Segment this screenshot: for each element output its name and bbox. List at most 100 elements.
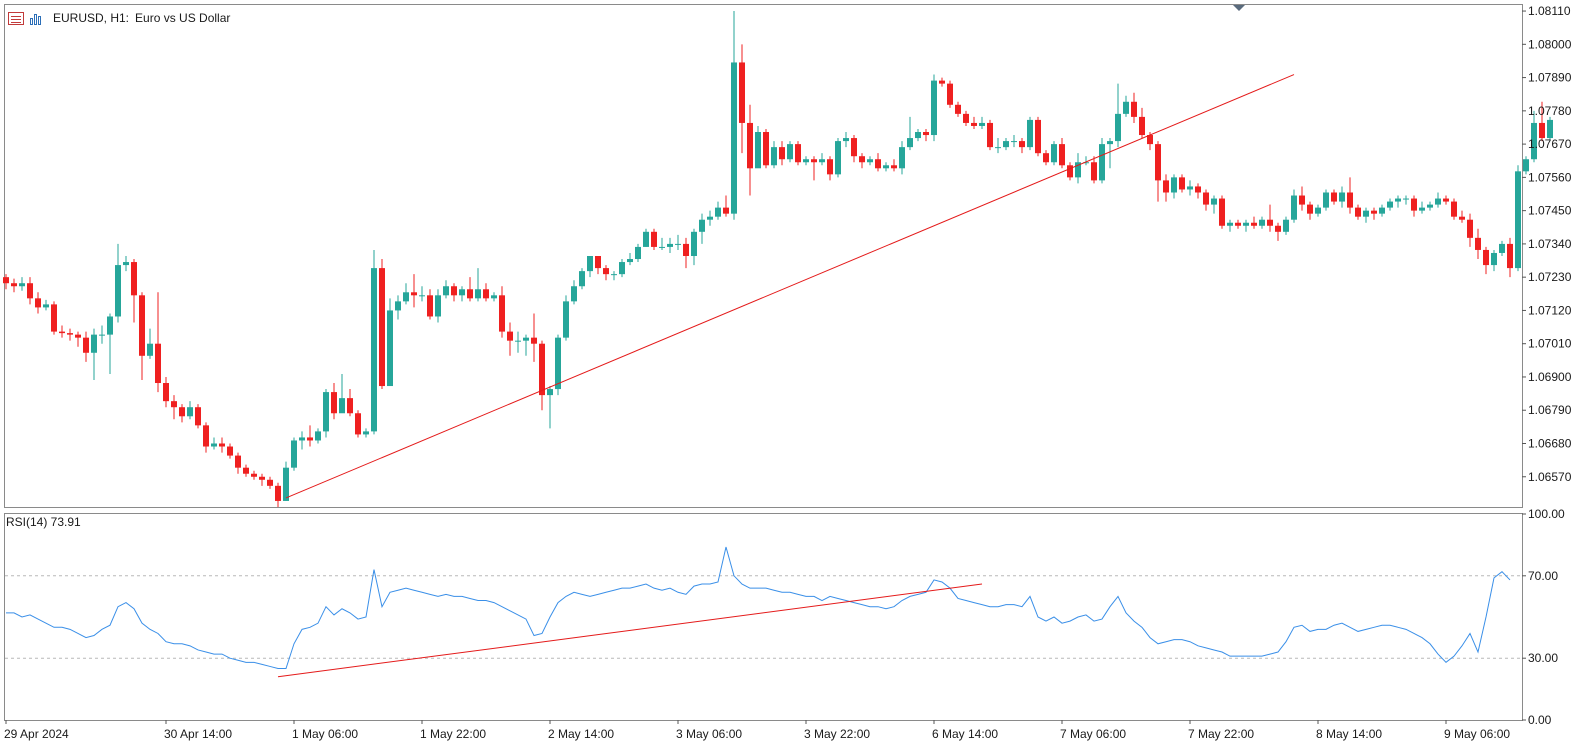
candle — [1459, 210, 1465, 223]
candle — [787, 141, 793, 163]
candle-body-bull — [899, 147, 905, 169]
candle-body-bull — [1187, 186, 1193, 190]
price-tick-label: 1.07010 — [1528, 337, 1572, 351]
time-tick-label: 7 May 22:00 — [1188, 727, 1254, 741]
candle — [819, 153, 825, 166]
candle-body-bull — [563, 301, 569, 338]
candle — [1291, 189, 1297, 223]
candle-body-bear — [35, 298, 41, 308]
candle-body-bull — [835, 141, 841, 175]
candle — [1283, 216, 1289, 235]
candle — [1499, 240, 1505, 256]
candle — [963, 110, 969, 126]
candle-body-bear — [795, 144, 801, 163]
candle-body-bull — [579, 271, 585, 287]
candle-body-bull — [115, 265, 121, 317]
chart-properties-icon[interactable] — [30, 12, 47, 25]
candle-body-bull — [387, 310, 393, 387]
candle-body-bull — [1011, 141, 1017, 143]
candle — [1235, 219, 1241, 229]
candle-body-bear — [1347, 192, 1353, 208]
candle — [147, 328, 153, 359]
candle — [451, 283, 457, 302]
candle-body-bull — [99, 334, 105, 336]
price-tick-label: 1.08000 — [1528, 37, 1572, 51]
candle-body-bear — [307, 437, 313, 441]
candle-body-bear — [75, 334, 81, 338]
candle-body-bear — [1235, 222, 1241, 226]
scroll-marker-icon[interactable] — [1233, 5, 1245, 11]
candle-body-bull — [667, 243, 673, 247]
candle — [1163, 174, 1169, 202]
time-tick-label: 3 May 22:00 — [804, 727, 870, 741]
candle-body-bull — [659, 246, 665, 248]
candle-body-bear — [1307, 204, 1313, 214]
price-trendline[interactable] — [285, 74, 1295, 499]
candle-body-bear — [139, 295, 145, 356]
rsi-trendline[interactable] — [277, 583, 983, 678]
candle — [43, 299, 49, 311]
candle-body-bull — [371, 268, 377, 432]
candle — [747, 104, 753, 196]
candle — [1051, 141, 1057, 166]
candle — [515, 331, 521, 353]
candle — [1403, 195, 1409, 205]
price-tick-label: 1.07780 — [1528, 104, 1572, 118]
candle — [299, 431, 305, 450]
candle-body-bear — [595, 256, 601, 269]
candle-body-bear — [539, 343, 545, 396]
price-tick-label: 1.07560 — [1528, 170, 1572, 184]
candle-body-bear — [1179, 177, 1185, 190]
candle — [683, 237, 689, 269]
candle — [1323, 189, 1329, 211]
candle-body-bull — [915, 132, 921, 139]
candle — [163, 376, 169, 408]
candle — [219, 437, 225, 453]
candle — [1155, 141, 1161, 202]
candle-body-bear — [971, 122, 977, 126]
candle-body-bear — [1299, 195, 1305, 205]
candle-body-bull — [459, 289, 465, 296]
candle — [1171, 174, 1177, 199]
candle — [611, 271, 617, 281]
candle — [419, 286, 425, 302]
candle — [203, 422, 209, 453]
table-icon[interactable] — [8, 11, 24, 25]
candle — [307, 425, 313, 447]
candle — [1003, 138, 1009, 151]
candle — [1115, 83, 1121, 148]
candle — [1363, 207, 1369, 223]
candle-body-bull — [571, 286, 577, 302]
candle — [1395, 195, 1401, 208]
candle-body-bull — [611, 274, 617, 276]
candle-body-bear — [1443, 198, 1449, 202]
candle — [1107, 138, 1113, 169]
time-tick-label: 30 Apr 14:00 — [164, 727, 232, 741]
candle — [731, 11, 737, 220]
candle-body-bull — [523, 337, 529, 341]
candle — [339, 373, 345, 414]
candle — [27, 277, 33, 305]
candle-body-bear — [1507, 243, 1513, 269]
candle — [1259, 216, 1265, 229]
candle-body-bull — [1115, 113, 1121, 142]
candle — [851, 135, 857, 163]
candle-body-bull — [803, 159, 809, 163]
candle — [1203, 189, 1209, 211]
candle — [507, 322, 513, 356]
candle — [179, 404, 185, 423]
candle — [131, 259, 137, 323]
time-tick-label: 7 May 06:00 — [1060, 727, 1126, 741]
candle — [635, 243, 641, 263]
candle — [1315, 204, 1321, 217]
candle-body-bear — [947, 83, 953, 105]
candle-body-bull — [363, 431, 369, 435]
candle-body-bear — [963, 113, 969, 123]
candle-body-bear — [483, 289, 489, 299]
candle-body-bull — [123, 262, 129, 266]
candle — [35, 292, 41, 314]
candle — [795, 141, 801, 166]
candle — [1043, 150, 1049, 166]
candle-body-bull — [1003, 141, 1009, 148]
